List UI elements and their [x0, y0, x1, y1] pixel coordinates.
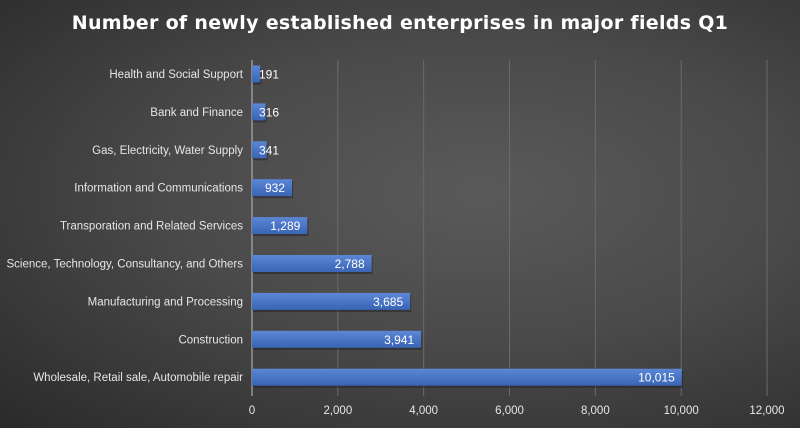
- x-tick-label: 12,000: [749, 405, 784, 417]
- x-tick-label: 8,000: [581, 405, 610, 417]
- chart-title: Number of newly established enterprises …: [71, 12, 729, 34]
- category-label: Information and Communications: [74, 183, 243, 195]
- bar: [252, 292, 411, 310]
- data-label: 1,289: [270, 219, 300, 233]
- category-label: Science, Technology, Consultancy, and Ot…: [6, 259, 243, 271]
- category-label: Construction: [178, 334, 243, 346]
- category-label: Gas, Electricity, Water Supply: [92, 145, 243, 157]
- data-label: 2,788: [335, 257, 365, 271]
- data-label: 932: [265, 181, 285, 195]
- bar: [252, 103, 266, 121]
- category-label: Transporation and Related Services: [60, 221, 243, 233]
- bar: [252, 141, 267, 159]
- data-label: 3,941: [384, 333, 414, 347]
- category-label: Manufacturing and Processing: [88, 296, 243, 308]
- bar: [252, 179, 292, 197]
- x-tick-label: 6,000: [495, 405, 524, 417]
- x-tick-label: 10,000: [664, 405, 699, 417]
- category-label: Health and Social Support: [109, 69, 243, 81]
- x-tick-label: 0: [249, 405, 255, 417]
- bar: [252, 368, 682, 386]
- x-tick-label: 2,000: [323, 405, 352, 417]
- data-label: 316: [259, 105, 279, 119]
- bar: [252, 217, 308, 235]
- data-label: 341: [259, 143, 279, 157]
- category-label: Wholesale, Retail sale, Automobile repai…: [33, 372, 243, 384]
- bar: [252, 330, 422, 348]
- bar: [252, 65, 261, 83]
- data-label: 191: [259, 68, 279, 82]
- data-label: 10,015: [638, 371, 675, 385]
- x-tick-label: 4,000: [409, 405, 438, 417]
- bar: [252, 255, 372, 272]
- category-label: Bank and Finance: [150, 107, 243, 119]
- data-label: 3,685: [373, 295, 403, 309]
